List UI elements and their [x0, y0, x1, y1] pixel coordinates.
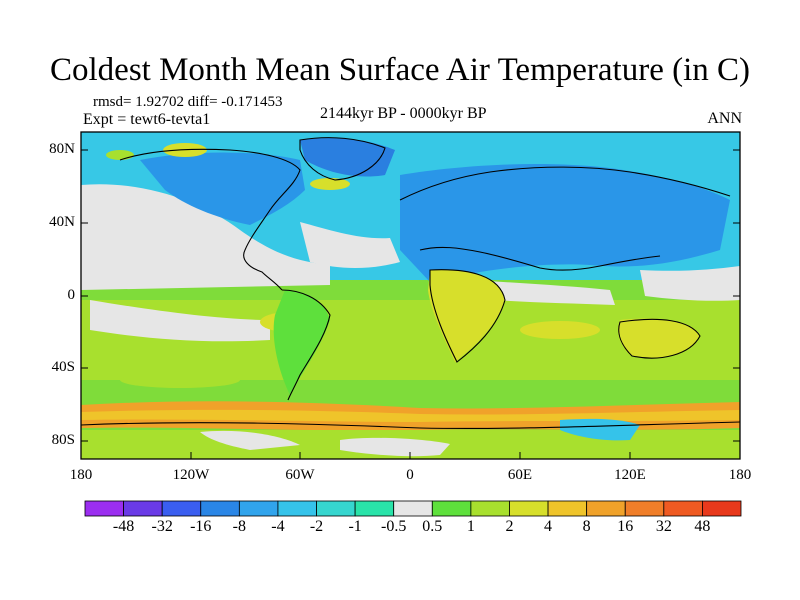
- temperature-field: [81, 132, 740, 459]
- colorbar-box: [624, 500, 665, 517]
- colorbar-box: [431, 500, 472, 517]
- colorbar-tick-label: -48: [112, 518, 135, 535]
- lat-tick-0: 0: [67, 287, 76, 303]
- lat-tick-80n: 80N: [49, 141, 75, 157]
- season-label: ANN: [707, 110, 742, 127]
- colorbar-tick-label: 2: [505, 518, 514, 535]
- colorbar-box: [238, 500, 279, 517]
- lon-tick-180w: 180: [69, 467, 93, 483]
- colorbar-box: [393, 500, 433, 517]
- colorbar-tick-label: -4: [271, 518, 285, 535]
- lat-tick-80s: 80S: [51, 432, 75, 448]
- colorbar-tick-label: 1: [466, 518, 475, 535]
- colorbar-tick-label: -0.5: [381, 518, 407, 535]
- colorbar-tick-label: 0.5: [422, 518, 443, 535]
- colorbar-box: [161, 500, 202, 517]
- rmsd-diff-stats: rmsd= 1.92702 diff= -0.171453: [93, 94, 283, 110]
- colorbar-box: [470, 500, 510, 517]
- lon-tick-120w: 120W: [172, 467, 210, 483]
- colorbar-tick-label: -32: [151, 518, 173, 535]
- colorbar-tick-label: -8: [232, 518, 246, 535]
- lat-tick-40s: 40S: [51, 359, 75, 375]
- lon-tick-60w: 60W: [285, 467, 315, 483]
- colorbar-box: [586, 500, 626, 517]
- experiment-label: Expt = tewt6-tevta1: [83, 111, 211, 128]
- colorbar-tick-label: -1: [348, 518, 362, 535]
- lon-tick-120e: 120E: [614, 467, 646, 483]
- colorbar-tick-label: 48: [694, 518, 711, 535]
- colorbar-tick-label: 16: [617, 518, 634, 535]
- colorbar-box: [354, 500, 395, 517]
- colorbar-box: [547, 500, 588, 517]
- colorbar-box: [84, 500, 124, 517]
- lon-tick-60e: 60E: [507, 467, 533, 483]
- colorbar-tick-label: 32: [655, 518, 672, 535]
- lat-tick-40n: 40N: [49, 214, 75, 230]
- colorbar-box: [702, 500, 742, 517]
- colorbar-tick-label: -2: [309, 518, 324, 535]
- map-title: Coldest Month Mean Surface Air Temperatu…: [50, 52, 750, 88]
- period-label: 2144kyr BP - 0000kyr BP: [320, 105, 487, 122]
- colorbar-tick-label: 8: [582, 518, 591, 535]
- colorbar-box: [663, 500, 703, 517]
- colorbar-tick-label: 4: [544, 518, 553, 535]
- colorbar: [84, 500, 742, 517]
- coastlines: [81, 137, 740, 430]
- colorbar-box: [123, 500, 163, 517]
- lon-tick-180e: 180: [728, 467, 752, 483]
- colorbar-box: [316, 500, 356, 517]
- map-ticks: [80, 149, 741, 459]
- colorbar-box: [200, 500, 240, 517]
- colorbar-box: [509, 500, 549, 517]
- lon-tick-0: 0: [406, 467, 414, 483]
- colorbar-box: [277, 500, 317, 517]
- colorbar-tick-label: -16: [190, 518, 212, 535]
